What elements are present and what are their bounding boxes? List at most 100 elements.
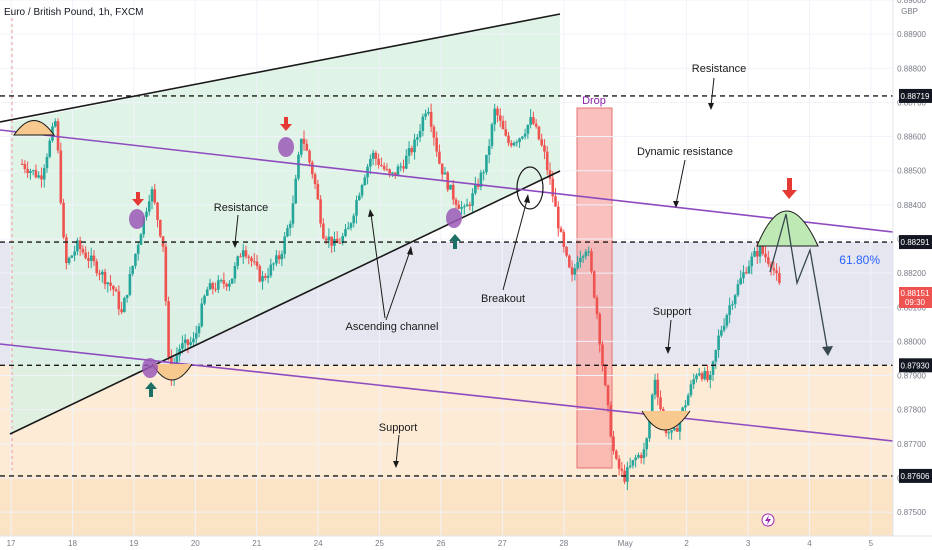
candle-body: [217, 280, 220, 290]
candle-body: [700, 373, 704, 380]
candle-body: [112, 285, 115, 290]
candle-body: [465, 204, 469, 207]
candle-body: [197, 326, 201, 334]
candle-body: [181, 343, 184, 349]
candle-body: [252, 261, 256, 263]
candles[interactable]: [20, 103, 781, 490]
candle-body: [714, 350, 718, 362]
candle-body: [48, 140, 52, 157]
candle-body: [388, 169, 391, 174]
candle-body: [275, 255, 278, 264]
candle-body: [761, 246, 765, 254]
candle-body: [673, 427, 676, 431]
candle-body: [733, 295, 737, 305]
candle-body: [62, 202, 65, 238]
candle-body: [150, 189, 154, 202]
candle-body: [205, 289, 209, 296]
projected-top-arc: [756, 210, 819, 247]
candle-body: [26, 168, 29, 174]
time-axis-panel[interactable]: [0, 536, 932, 550]
chart-title: Euro / British Pound, 1h, FXCM: [4, 7, 144, 18]
candle-body: [548, 170, 552, 179]
candle-body: [164, 246, 168, 302]
pivot-marker: [129, 209, 145, 229]
candle-body: [758, 246, 762, 257]
channel-lower-line[interactable]: [9, 170, 561, 435]
candle-body: [551, 178, 555, 197]
pivot-marker: [446, 208, 462, 228]
candle-body: [377, 158, 380, 165]
candle-body: [241, 250, 245, 257]
candle-body: [371, 152, 375, 159]
candle-body: [722, 325, 726, 331]
candle-body: [103, 271, 107, 285]
level-badge-value: 0.88719: [901, 92, 930, 101]
candle-body: [717, 335, 720, 351]
pointer-line: [370, 213, 386, 319]
candle-body: [634, 457, 637, 461]
price-tick-label: 0.88500: [897, 167, 926, 176]
candle-body: [65, 237, 68, 264]
price-tick-label: 0.88200: [897, 269, 926, 278]
candle-body: [341, 236, 345, 243]
candle-body: [750, 256, 754, 267]
level-badge: [899, 468, 932, 483]
down-arrow-icon: [132, 192, 144, 206]
level-badge-value: 0.87606: [901, 472, 930, 481]
candle-body: [584, 251, 588, 257]
candle-body: [532, 117, 535, 124]
channel-upper-line[interactable]: [0, 13, 561, 123]
candle-body: [316, 183, 320, 200]
candle-body: [98, 273, 101, 275]
candle-body: [590, 251, 593, 272]
candle-body: [504, 129, 508, 136]
candle-body: [427, 111, 430, 114]
candle-body: [131, 265, 134, 274]
candle-body: [615, 450, 618, 459]
candle-body: [42, 168, 46, 180]
candle-body: [678, 418, 682, 432]
price-tick-label: 0.88800: [897, 64, 926, 73]
candle-body: [556, 206, 560, 229]
candle-body: [53, 121, 57, 127]
candle-body: [476, 184, 480, 187]
candle-body: [595, 297, 599, 315]
lightning-icon[interactable]: [761, 513, 775, 527]
candle-body: [587, 251, 590, 253]
time-tick-label: 17: [7, 539, 16, 548]
candle-body: [418, 130, 422, 138]
dynamic-resistance-line[interactable]: [0, 129, 894, 233]
candle-body: [385, 169, 389, 171]
candle-body: [628, 465, 632, 468]
price-axis-panel[interactable]: [893, 0, 932, 536]
candle-body: [601, 344, 604, 366]
candle-body: [106, 282, 110, 285]
pointer-line: [502, 199, 528, 291]
candle-body: [87, 258, 90, 261]
candle-body: [330, 236, 333, 246]
time-tick-label: 26: [437, 539, 446, 548]
candle-body: [399, 166, 403, 168]
level-badge: [899, 235, 932, 250]
candle-body: [123, 298, 126, 313]
candle-body: [562, 232, 566, 247]
candle-body: [100, 271, 104, 275]
candle-body: [692, 379, 696, 385]
candle-body: [239, 256, 242, 258]
candle-body: [313, 174, 317, 184]
candle-body: [487, 146, 491, 155]
candle-body: [703, 371, 707, 380]
pointer-line: [710, 77, 715, 107]
lower-gradient-zone: [0, 475, 893, 536]
candle-body: [631, 460, 635, 466]
candle-body: [697, 373, 701, 376]
candle-body: [308, 150, 311, 163]
candle-body: [460, 207, 463, 209]
pointer-line: [667, 319, 672, 351]
candle-body: [449, 184, 452, 190]
candle-body: [136, 244, 140, 254]
candle-body: [120, 309, 123, 313]
candle-body: [579, 257, 582, 263]
candle-body: [689, 384, 693, 396]
